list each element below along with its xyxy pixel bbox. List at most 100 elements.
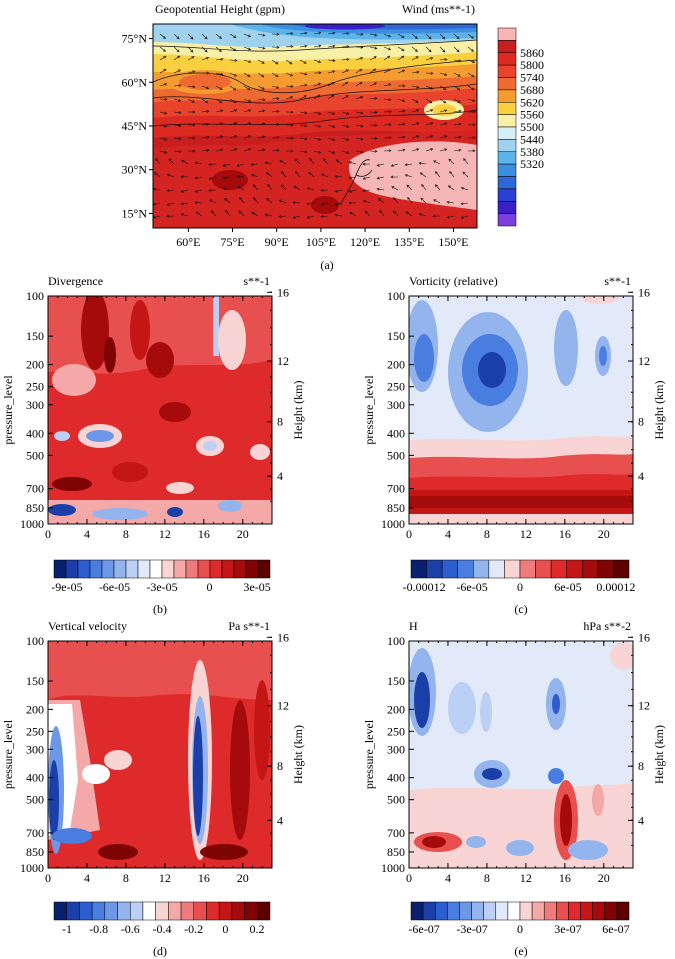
wind-arrow bbox=[453, 59, 461, 62]
wind-arrow-head bbox=[220, 72, 224, 76]
wind-arrow-head bbox=[304, 31, 308, 35]
wind-arrow bbox=[173, 98, 181, 102]
wind-arrow bbox=[341, 111, 349, 115]
wind-arrow-head bbox=[402, 84, 406, 88]
wind-arrow bbox=[196, 211, 203, 217]
colorbar-tick-label: 5680 bbox=[520, 83, 544, 97]
wind-arrow-head bbox=[458, 59, 462, 63]
wind-arrow-head bbox=[266, 198, 270, 201]
panel-d: Vertical velocity Pa s**-1 0 4 8 12 16 20 100 1… bbox=[1, 619, 305, 958]
wind-arrow bbox=[271, 98, 279, 100]
wind-arrow bbox=[327, 82, 335, 87]
wind-arrow bbox=[377, 176, 385, 179]
colorbar-swatch bbox=[117, 901, 131, 921]
colorbar-swatch bbox=[497, 52, 517, 66]
y-tick-label: 850 bbox=[26, 501, 44, 515]
wind-arrow-head bbox=[304, 150, 308, 154]
wind-arrow bbox=[439, 135, 447, 139]
colorbar-tick-label: -6e-05 bbox=[456, 580, 487, 594]
wind-arrow-head bbox=[402, 122, 406, 126]
wind-arrow bbox=[397, 123, 405, 126]
wind-arrow bbox=[168, 158, 175, 165]
wind-arrow-head bbox=[262, 135, 266, 139]
panel-b-title-right: s**-1 bbox=[243, 274, 270, 288]
wind-arrow-head bbox=[248, 135, 252, 138]
wind-arrow bbox=[229, 85, 236, 91]
wind-arrow-head bbox=[416, 70, 420, 74]
wind-arrow bbox=[383, 83, 391, 87]
wind-arrow bbox=[253, 197, 259, 204]
wind-arrow-head bbox=[164, 124, 168, 128]
x-tick-label: 120°E bbox=[350, 235, 380, 249]
wind-arrow-head bbox=[304, 111, 308, 115]
wind-arrow-head bbox=[405, 211, 409, 215]
wind-arrow-head bbox=[303, 61, 307, 64]
wind-arrow bbox=[187, 85, 195, 88]
y-tick-label: 45°N bbox=[122, 119, 148, 133]
wind-arrow bbox=[363, 189, 371, 192]
wind-arrow-head bbox=[416, 148, 420, 152]
wind-arrow bbox=[425, 122, 433, 126]
wind-arrow-head bbox=[208, 162, 212, 166]
y-tick-label: 100 bbox=[26, 634, 44, 648]
wind-arrow-head bbox=[332, 59, 336, 63]
colorbar-swatch bbox=[582, 559, 599, 579]
wind-arrow bbox=[349, 189, 357, 193]
colorbar-swatch bbox=[604, 901, 618, 921]
y-tick-label: 400 bbox=[26, 771, 44, 785]
panel-a: Geopotential Height (gpm) Wind (ms**-1) bbox=[122, 2, 544, 272]
wind-arrow bbox=[285, 33, 294, 35]
wind-arrow-head bbox=[304, 124, 308, 128]
x-tick-label: 8 bbox=[123, 871, 129, 885]
wind-arrow bbox=[278, 215, 287, 217]
wind-arrow bbox=[159, 83, 167, 87]
wind-arrow bbox=[153, 202, 161, 205]
wind-arrow-head bbox=[346, 137, 350, 141]
wind-arrow-head bbox=[162, 48, 166, 52]
colorbar-swatch bbox=[457, 559, 474, 579]
colorbar-swatch bbox=[142, 901, 156, 921]
wind-arrow bbox=[299, 124, 307, 127]
wind-arrow bbox=[341, 137, 349, 141]
wind-arrow-head bbox=[471, 74, 475, 78]
y-tick-label: 500 bbox=[26, 448, 44, 462]
wind-arrow bbox=[243, 148, 251, 152]
colorbar-swatch bbox=[497, 163, 517, 177]
wind-arrow bbox=[364, 210, 371, 217]
wind-arrow bbox=[453, 149, 461, 152]
colorbar-swatch bbox=[422, 901, 436, 921]
colorbar-swatch bbox=[497, 89, 517, 103]
wind-arrow-head bbox=[320, 202, 324, 206]
wind-arrow bbox=[383, 98, 391, 101]
wind-arrow-head bbox=[164, 111, 168, 115]
wind-arrow-head bbox=[376, 187, 380, 191]
wind-arrow-head bbox=[430, 57, 434, 60]
colorbar-swatch bbox=[53, 901, 67, 921]
wind-arrow-head bbox=[276, 136, 280, 139]
wind-arrow bbox=[281, 184, 287, 191]
wind-arrow-head bbox=[331, 94, 335, 98]
wind-arrow bbox=[201, 136, 209, 139]
wind-arrow-head bbox=[219, 87, 223, 90]
panel-e: H hPa s**-2 0 4 8 12 16 20 100 150 200 250 300 4 bbox=[362, 619, 666, 958]
wind-arrow bbox=[439, 85, 447, 90]
y-tick-label: 300 bbox=[387, 398, 405, 412]
y-right-tick-label: 8 bbox=[638, 759, 644, 773]
wind-arrow bbox=[266, 198, 273, 204]
wind-arrow-head bbox=[360, 150, 364, 154]
colorbar-swatch bbox=[497, 176, 517, 190]
y-tick-label: 100 bbox=[26, 289, 44, 303]
wind-arrow-head bbox=[359, 68, 363, 72]
wind-arrow-head bbox=[460, 187, 464, 190]
wind-arrow bbox=[293, 185, 301, 191]
wind-arrow bbox=[243, 122, 251, 126]
wind-arrow-head bbox=[176, 49, 180, 53]
wind-arrow bbox=[271, 59, 279, 65]
colorbar-swatch bbox=[218, 901, 233, 921]
x-tick-label: 0 bbox=[45, 871, 51, 885]
panel-d-field bbox=[48, 641, 272, 868]
y-tick-label: 500 bbox=[387, 793, 405, 807]
wind-arrow bbox=[435, 184, 441, 191]
colorbar-tick-label: -0.4 bbox=[153, 922, 172, 936]
wind-arrow-head bbox=[290, 110, 294, 114]
